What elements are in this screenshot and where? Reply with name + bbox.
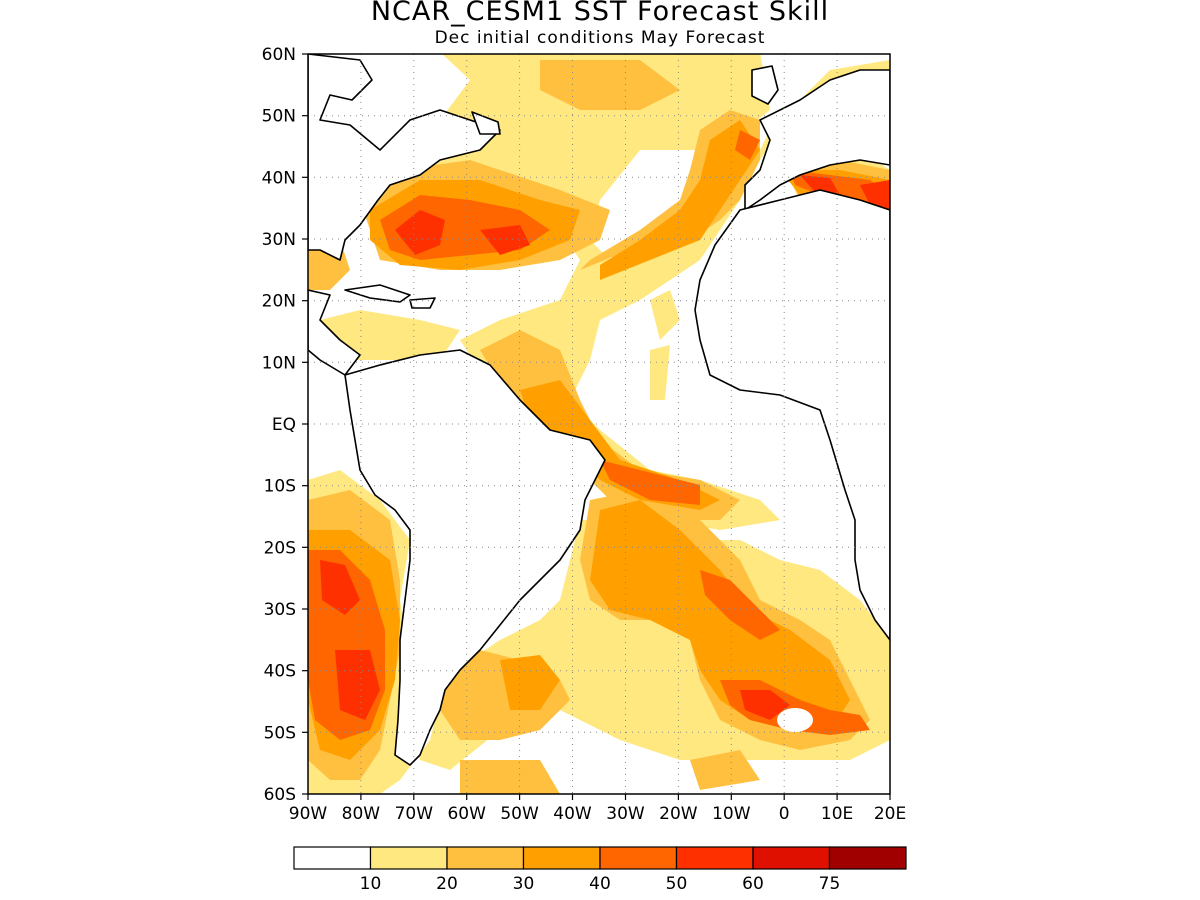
colorbar-label: 10 xyxy=(360,874,382,894)
colorbar-label: 75 xyxy=(819,874,841,894)
colorbar-swatch xyxy=(752,846,831,870)
lat-label: 20N xyxy=(262,292,296,312)
lat-label: 50S xyxy=(264,723,296,743)
british-isles xyxy=(751,65,779,105)
lon-label: 10W xyxy=(712,804,751,824)
map-subtitle: Dec initial conditions May Forecast xyxy=(434,28,766,48)
colorbar-label: 30 xyxy=(513,874,535,894)
colorbar-swatch xyxy=(522,846,601,870)
skill-level-50 xyxy=(320,175,890,720)
colorbar-label: 60 xyxy=(742,874,764,894)
lon-label: 30W xyxy=(606,804,645,824)
africa-land xyxy=(694,189,890,641)
colorbar-labels: 10 20 30 40 50 60 75 xyxy=(360,874,841,894)
lon-label: 70W xyxy=(395,804,434,824)
central-america-land xyxy=(308,289,361,376)
lat-label: 40S xyxy=(264,662,296,682)
colorbar-swatches xyxy=(293,846,907,870)
colorbar-swatch xyxy=(293,846,372,870)
latitude-labels: 60N 50N 40N 30N 20N 10N EQ 10S 20S 30S 4… xyxy=(262,45,296,805)
lat-label: 20S xyxy=(264,538,296,558)
lon-label: 80W xyxy=(342,804,381,824)
colorbar-label: 20 xyxy=(436,874,458,894)
lon-label: 50W xyxy=(500,804,539,824)
map-title: NCAR_CESM1 SST Forecast Skill xyxy=(370,0,830,27)
lat-label: 10S xyxy=(264,477,296,497)
colorbar-label: 50 xyxy=(666,874,688,894)
coastlines xyxy=(308,54,890,766)
longitude-labels: 90W 80W 70W 60W 50W 40W 30W 20W 10W 0 10… xyxy=(289,804,906,824)
lat-label: 60S xyxy=(264,785,296,805)
lat-label: 60N xyxy=(262,45,296,65)
lon-label: 60W xyxy=(447,804,486,824)
lon-label: 10E xyxy=(821,804,853,824)
lat-label: 10N xyxy=(262,353,296,373)
colorbar-swatch xyxy=(599,846,678,870)
colorbar: 10 20 30 40 50 60 75 xyxy=(293,846,907,894)
axis-ticks xyxy=(302,53,891,800)
lon-label: 90W xyxy=(289,804,328,824)
cuba-island xyxy=(344,284,411,303)
lon-label: 20E xyxy=(874,804,906,824)
graticule xyxy=(308,54,890,794)
newfoundland xyxy=(471,111,501,135)
lat-label: 50N xyxy=(262,107,296,127)
lat-label: 40N xyxy=(262,168,296,188)
lon-label: 40W xyxy=(553,804,592,824)
colorbar-label: 40 xyxy=(589,874,611,894)
south-america-land xyxy=(344,349,606,766)
colorbar-swatch xyxy=(446,846,525,870)
lat-label: 30S xyxy=(264,600,296,620)
lat-label: 30N xyxy=(262,230,296,250)
lon-label: 20W xyxy=(659,804,698,824)
lat-label: EQ xyxy=(272,415,296,435)
skill-shading xyxy=(308,54,890,794)
lon-label: 0 xyxy=(779,804,790,824)
colorbar-swatch xyxy=(828,846,907,870)
colorbar-swatch xyxy=(369,846,448,870)
colorbar-swatch xyxy=(675,846,754,870)
skill-clear-patch xyxy=(777,708,813,732)
